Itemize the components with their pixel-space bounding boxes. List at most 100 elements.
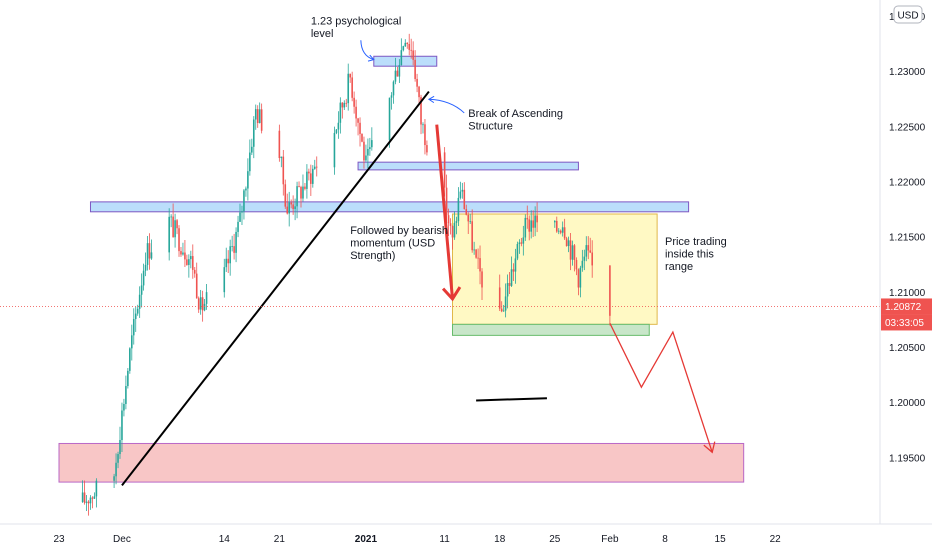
candle-body [258, 109, 261, 124]
candle-body [357, 118, 359, 123]
candle-body [252, 119, 255, 147]
candle-body [290, 202, 292, 205]
candle-body [591, 252, 593, 266]
candle-body [89, 497, 92, 504]
break-structure-zone[interactable] [357, 161, 579, 171]
price-tick-label: 1.21500 [889, 233, 926, 244]
candle-body [251, 146, 253, 153]
candle-body [95, 480, 98, 497]
range-support-zone[interactable] [452, 323, 650, 336]
price-axis[interactable]: 1.235001.230001.225001.220001.215001.210… [889, 12, 926, 464]
candle-body [506, 283, 509, 297]
countdown-value: 03:33:05 [885, 318, 924, 329]
price-labels: 1.20872 03:33:05 [881, 298, 932, 331]
candle-body [170, 216, 172, 218]
candle-body [335, 129, 338, 133]
candle-body [353, 97, 355, 107]
candle-body [390, 95, 393, 98]
price-tick-label: 1.20500 [889, 343, 926, 354]
candle-body [414, 59, 416, 79]
candle-body [243, 190, 245, 212]
candle-body [406, 42, 409, 44]
candle-body [365, 155, 367, 161]
ascending-trendline[interactable] [121, 90, 430, 487]
candle-body [136, 308, 139, 314]
currency-button[interactable]: USD [893, 5, 923, 24]
time-tick-label: 18 [494, 534, 506, 545]
time-tick-label: 23 [53, 534, 65, 545]
candle-body [168, 216, 170, 253]
candle-body [313, 166, 316, 169]
candle-body [203, 303, 206, 311]
currency-button-box[interactable] [893, 5, 923, 24]
candle-body [197, 298, 200, 310]
price-tick-label: 1.21000 [889, 288, 926, 299]
candle-body [280, 156, 283, 159]
candle-body [339, 102, 342, 123]
candle-body [193, 269, 196, 274]
candle-body [150, 252, 153, 259]
price-tick-label: 1.22000 [889, 178, 926, 189]
candle-body [573, 245, 576, 260]
time-tick-label: Dec [113, 534, 131, 545]
projection-path[interactable] [609, 322, 713, 453]
candle-body [469, 221, 472, 223]
candle-body [201, 297, 204, 311]
time-axis[interactable]: 23 Dec 14 21 2021 11 18 25 Feb 8 15 22 [53, 534, 781, 545]
candle-body [294, 206, 296, 210]
candle-body [113, 476, 115, 481]
candle-body [176, 220, 178, 229]
candle-body [532, 220, 534, 228]
annotation-line: level [311, 28, 334, 40]
candle-body [308, 171, 310, 174]
candle-body [536, 215, 538, 223]
candle-body [528, 219, 531, 232]
candle-body [146, 243, 149, 265]
candle-body [117, 454, 119, 463]
candle-body [565, 238, 568, 247]
candle-body [87, 501, 90, 504]
bearish-momentum-arrow[interactable] [435, 124, 454, 300]
psychological-level-zone[interactable] [373, 55, 438, 67]
candle-body [205, 292, 208, 304]
candle-body [461, 189, 464, 192]
candle-body [129, 348, 131, 371]
price-tick-label: 1.23000 [889, 67, 926, 78]
candle-body [359, 122, 361, 134]
candle-body [347, 73, 350, 104]
candle-body [343, 102, 346, 108]
candle-body [184, 252, 186, 260]
candle-body [286, 206, 289, 214]
candle-body [479, 258, 481, 272]
countdown-badge [881, 314, 932, 331]
annotation-arrow-head [427, 95, 435, 104]
candle-body [473, 249, 475, 251]
candle-body [237, 221, 239, 232]
resistance-zone[interactable] [89, 201, 690, 213]
range-box[interactable] [452, 213, 658, 325]
candle-body [229, 246, 231, 264]
candle-body [455, 221, 458, 223]
candle-body [463, 189, 466, 210]
currency-button-label[interactable]: USD [897, 11, 918, 22]
candle-body [400, 50, 403, 66]
black-segment[interactable] [476, 397, 547, 402]
candle-body [225, 258, 228, 268]
candle-body [571, 245, 574, 260]
candle-body [555, 220, 558, 232]
candle-body [526, 217, 529, 220]
candle-body [282, 156, 285, 185]
candle-body [396, 70, 399, 77]
candle-body [530, 220, 532, 232]
candle-body [577, 269, 580, 288]
candle-body [420, 97, 422, 125]
demand-zone[interactable] [58, 442, 745, 483]
candle-body [449, 223, 452, 226]
